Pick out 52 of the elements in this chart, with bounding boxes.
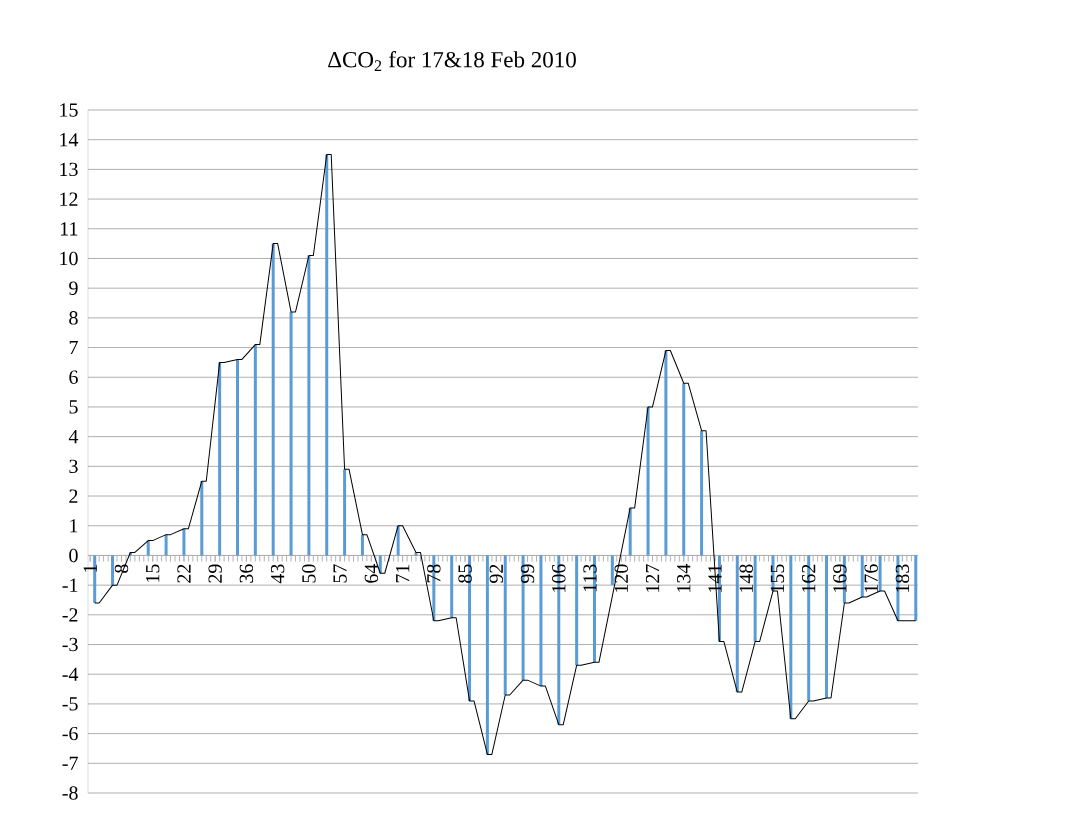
- y-tick-label: 0: [69, 548, 78, 563]
- x-tick-label: 71: [396, 564, 410, 583]
- y-tick-label: 11: [60, 222, 78, 236]
- x-tick-label: 36: [239, 564, 254, 583]
- y-tick-label: -8: [62, 786, 78, 800]
- y-tick-label: -6: [62, 726, 78, 741]
- x-tick-label: 43: [270, 564, 285, 584]
- y-tick-label: -2: [62, 608, 78, 622]
- x-tick-label: 22: [177, 564, 191, 583]
- x-tick-label: 29: [208, 564, 222, 583]
- y-tick-label: 5: [69, 400, 78, 414]
- y-tick-label: -4: [62, 667, 79, 681]
- y-tick-label: 6: [69, 370, 78, 384]
- x-tick-label: 57: [333, 564, 347, 583]
- y-tick-label: -5: [62, 697, 78, 711]
- y-tick-label: 13: [60, 162, 78, 177]
- x-tick-label: 155: [770, 564, 785, 592]
- x-tick-label: 134: [677, 563, 691, 592]
- x-tick-label: 92: [489, 564, 504, 583]
- x-tick-label: 1: [83, 564, 97, 572]
- y-tick-label: -7: [62, 756, 78, 770]
- x-tick-label: 50: [302, 564, 316, 583]
- y-tick-label: 9: [69, 281, 78, 295]
- y-tick-label: -1: [62, 578, 78, 592]
- x-tick-label: 85: [458, 564, 472, 583]
- x-tick-label: 78: [427, 564, 441, 583]
- y-tick-label: 4: [68, 430, 79, 444]
- y-tick-label: 10: [60, 251, 78, 266]
- y-tick-label: 1: [70, 519, 78, 533]
- x-tick-label: 15: [146, 564, 160, 582]
- x-tick-label: 64: [364, 563, 379, 583]
- x-tick-label: 169: [833, 564, 847, 592]
- y-tick-label: -3: [62, 637, 78, 652]
- x-tick-label: 176: [864, 564, 878, 592]
- x-tick-label: 113: [583, 564, 597, 592]
- x-tick-label: 127: [645, 564, 660, 592]
- x-tick-label: 99: [520, 564, 535, 583]
- y-tick-label: 2: [69, 489, 78, 503]
- y-tick-label: 15: [60, 103, 78, 117]
- y-tick-label: 12: [60, 192, 78, 206]
- x-tick-label: 106: [552, 564, 566, 592]
- y-tick-label: 3: [69, 459, 78, 474]
- chart-title: ΔCO$_{2}$ for 17&18 Feb 2010: [328, 51, 576, 71]
- x-tick-label: 183: [895, 564, 910, 592]
- x-tick-label: 120: [614, 564, 628, 592]
- y-tick-label: 7: [69, 341, 78, 355]
- x-tick-label: 148: [739, 564, 753, 592]
- y-tick-label: 8: [69, 311, 78, 325]
- x-tick-label: 8: [114, 564, 129, 573]
- x-tick-label: 162: [801, 564, 816, 592]
- x-tick-label: 141: [708, 564, 722, 592]
- y-tick-label: 14: [60, 133, 79, 147]
